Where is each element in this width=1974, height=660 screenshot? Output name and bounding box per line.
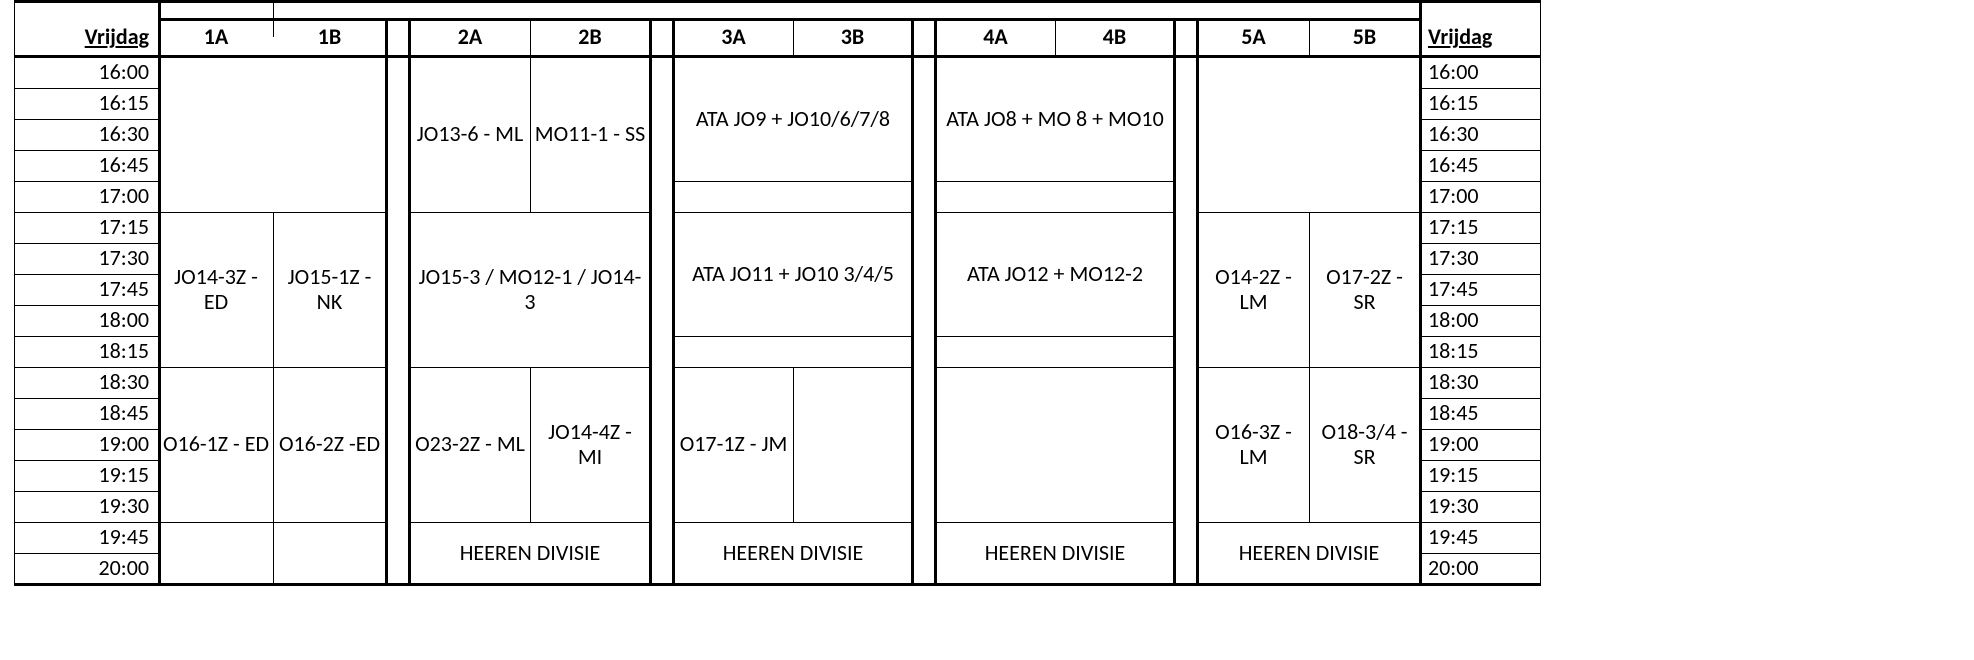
time-left: 17:00: [14, 181, 159, 212]
block-5a-2: O14-2Z - LM: [1198, 212, 1309, 367]
block-sep: [674, 336, 912, 337]
time-right: 17:30: [1420, 243, 1540, 274]
col-header-1b: 1B: [273, 20, 386, 55]
block-2b-3: JO14-4Z - MI: [530, 367, 650, 522]
time-right: 17:45: [1420, 274, 1540, 305]
time-right: 18:45: [1420, 398, 1540, 429]
block-2b-1: MO11-1 - SS: [530, 57, 650, 212]
block-3-1: ATA JO9 + JO10/6/7/8: [674, 57, 912, 181]
time-right: 16:30: [1420, 119, 1540, 150]
time-left: 18:00: [14, 305, 159, 336]
day-label-left: Vrijdag: [14, 20, 159, 55]
time-right: 18:00: [1420, 305, 1540, 336]
time-right: 17:00: [1420, 181, 1540, 212]
block-2a-3: O23-2Z - ML: [410, 367, 530, 522]
block-5b-3: O18-3/4 - SR: [1309, 367, 1420, 522]
time-right: 19:15: [1420, 460, 1540, 491]
time-left: 18:15: [14, 336, 159, 367]
block-sep: [936, 336, 1174, 337]
block-hd-5: HEEREN DIVISIE: [1198, 522, 1420, 584]
col-header-1a: 1A: [159, 20, 273, 55]
col-header-5b: 5B: [1309, 20, 1420, 55]
col-header-2a: 2A: [410, 20, 530, 55]
block-sep: [936, 367, 1174, 368]
time-left: 18:45: [14, 398, 159, 429]
time-right: 18:30: [1420, 367, 1540, 398]
block-2a-1: JO13-6 - ML: [410, 57, 530, 212]
block-1b-2: JO15-1Z - NK: [273, 212, 386, 367]
day-label-right: Vrijdag: [1420, 20, 1540, 55]
block-4-1: ATA JO8 + MO 8 + MO10: [936, 57, 1174, 181]
border-right: [1540, 0, 1541, 586]
time-left: 19:15: [14, 460, 159, 491]
time-right: 17:15: [1420, 212, 1540, 243]
time-left: 20:00: [14, 553, 159, 584]
time-left: 16:30: [14, 119, 159, 150]
border: [273, 522, 274, 584]
time-left: 16:15: [14, 88, 159, 119]
block-hd-2: HEEREN DIVISIE: [410, 522, 650, 584]
time-right: 19:00: [1420, 429, 1540, 460]
block-hd-4: HEEREN DIVISIE: [936, 522, 1174, 584]
time-right: 16:00: [1420, 57, 1540, 88]
block-1a-3: O16-1Z - ED: [159, 367, 273, 522]
block-3-2: ATA JO11 + JO10 3/4/5: [674, 212, 912, 336]
time-left: 19:45: [14, 522, 159, 553]
block-2-2: JO15-3 / MO12-1 / JO14-3: [410, 212, 650, 367]
schedule-grid: Vrijdag 1A 1B 2A 2B 3A 3B 4A 4B 5A 5B Vr…: [0, 0, 1974, 660]
col-header-4b: 4B: [1055, 20, 1174, 55]
col-header-3a: 3A: [674, 20, 793, 55]
block-5b-2: O17-2Z - SR: [1309, 212, 1420, 367]
border: [793, 367, 794, 522]
time-right: 20:00: [1420, 553, 1540, 584]
time-right: 19:30: [1420, 491, 1540, 522]
time-left: 16:45: [14, 150, 159, 181]
block-3a-3: O17-1Z - JM: [674, 367, 793, 522]
border-top: [14, 0, 1540, 3]
time-right: 16:45: [1420, 150, 1540, 181]
time-left: 18:30: [14, 367, 159, 398]
block-sep: [674, 181, 912, 182]
time-left: 19:30: [14, 491, 159, 522]
time-left: 17:15: [14, 212, 159, 243]
time-right: 18:15: [1420, 336, 1540, 367]
block-sep: [936, 181, 1174, 182]
block-1b-3: O16-2Z -ED: [273, 367, 386, 522]
block-5a-3: O16-3Z - LM: [1198, 367, 1309, 522]
time-left: 16:00: [14, 57, 159, 88]
time-left: 19:00: [14, 429, 159, 460]
col-header-2b: 2B: [530, 20, 650, 55]
time-left: 17:30: [14, 243, 159, 274]
block-hd-3: HEEREN DIVISIE: [674, 522, 912, 584]
time-right: 16:15: [1420, 88, 1540, 119]
block-4-2: ATA JO12 + MO12-2: [936, 212, 1174, 336]
time-left: 17:45: [14, 274, 159, 305]
block-1a-2: JO14-3Z - ED: [159, 212, 273, 367]
time-right: 19:45: [1420, 522, 1540, 553]
col-header-3b: 3B: [793, 20, 912, 55]
col-header-5a: 5A: [1198, 20, 1309, 55]
col-header-4a: 4A: [936, 20, 1055, 55]
